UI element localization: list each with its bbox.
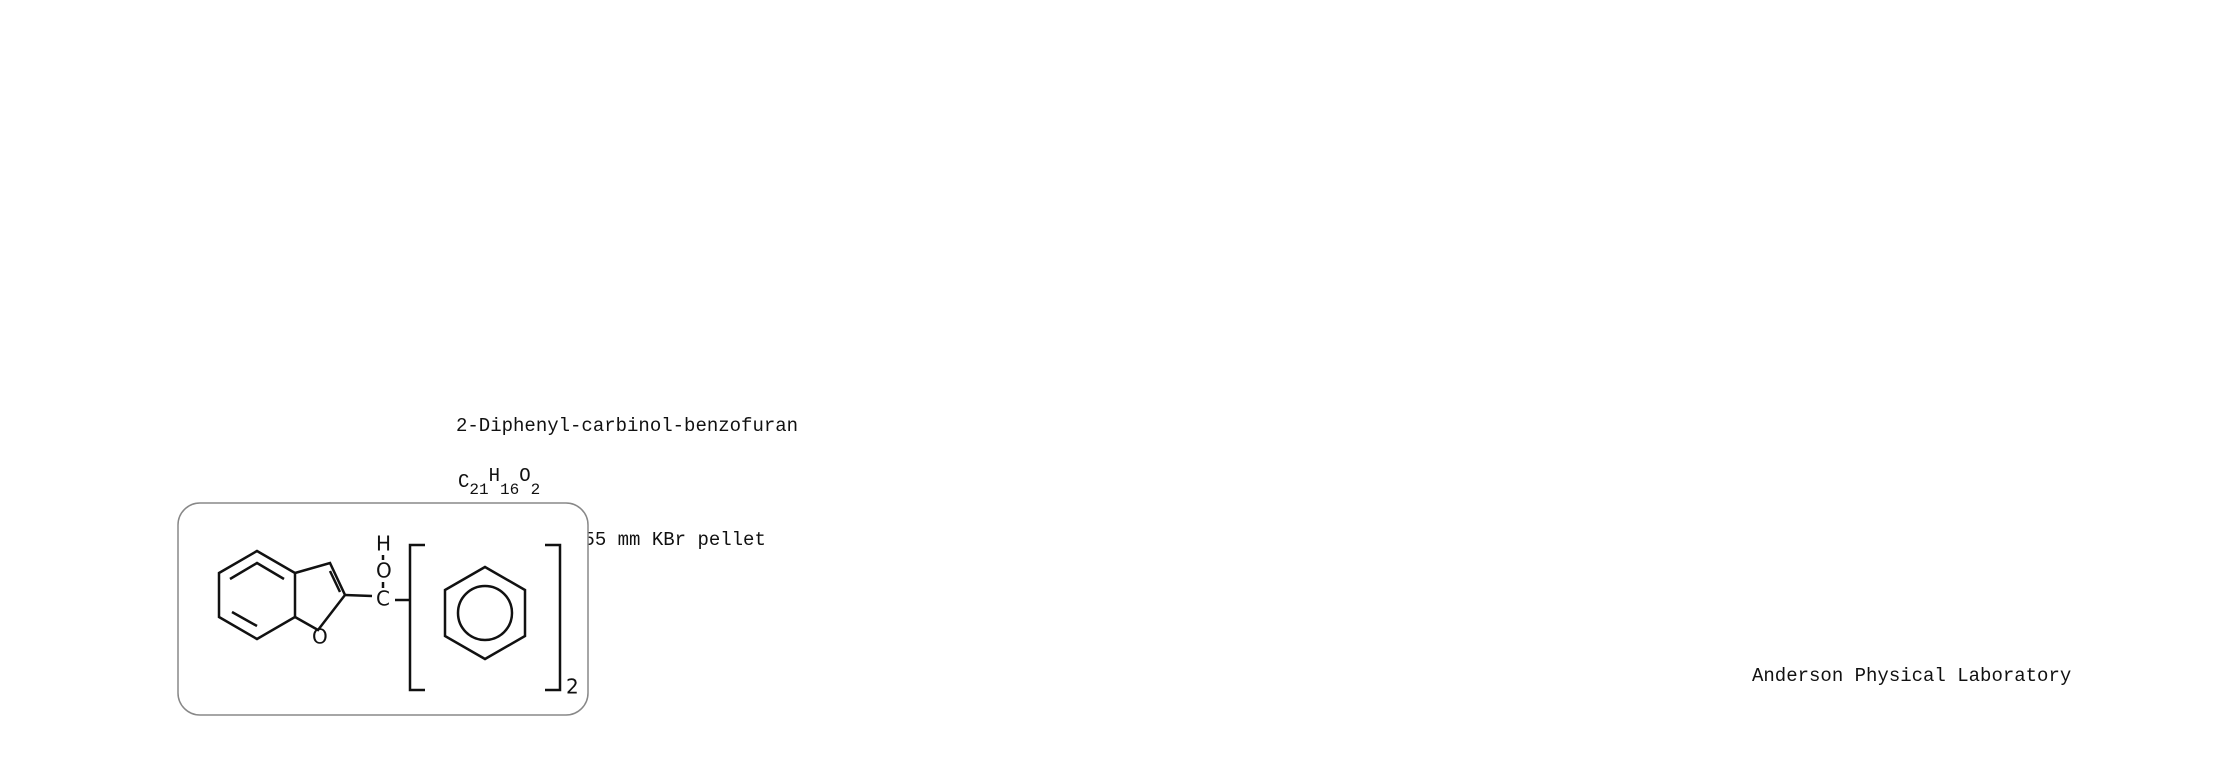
bracket: [545, 543, 562, 692]
structure-box: [177, 502, 589, 716]
formula-part: O: [519, 465, 530, 487]
formula: C21H16O2: [458, 465, 540, 499]
structure-atom: C: [376, 587, 390, 611]
bracket: [408, 543, 425, 692]
ring-bond: [328, 570, 342, 593]
structure-atom: H: [376, 532, 391, 556]
structure-count: 2: [566, 675, 579, 699]
formula-part: 16: [500, 481, 519, 499]
phenyl-ring: [443, 565, 527, 661]
formula-part: C: [458, 471, 469, 493]
structure-atom: O: [376, 559, 392, 583]
formula-part: 2: [531, 481, 541, 499]
compound-name: 2-Diphenyl-carbinol-benzofuran: [456, 415, 798, 437]
bond: [344, 593, 373, 598]
formula-part: 21: [469, 481, 488, 499]
lab-name: Anderson Physical Laboratory: [1752, 665, 2071, 687]
structure-atom: O: [312, 625, 328, 649]
lab-box: [1742, 652, 2163, 698]
phenyl-circle: [456, 584, 514, 642]
ring-bond: [231, 610, 258, 628]
structure: [217, 543, 562, 692]
ring-bond: [229, 561, 285, 581]
formula-part: H: [489, 465, 500, 487]
